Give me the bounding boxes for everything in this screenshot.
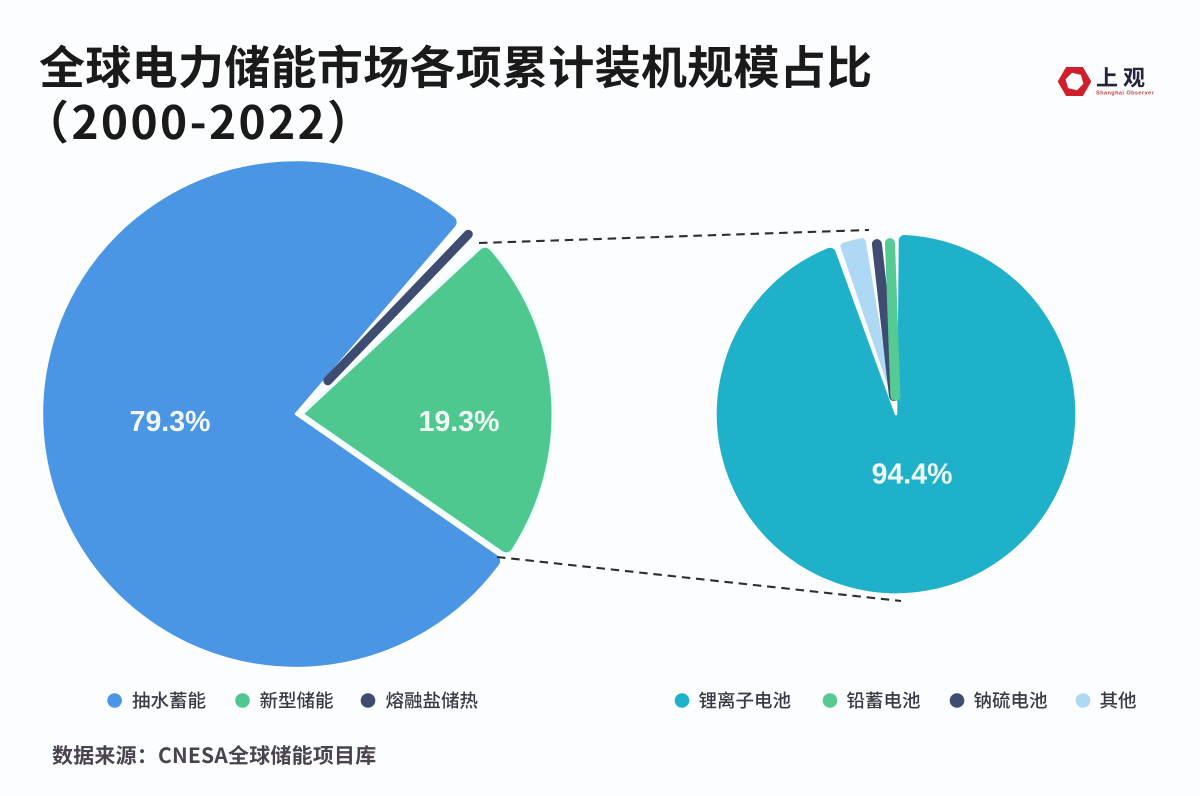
svg-text:79.3%: 79.3% [130,406,211,438]
svg-text:19.3%: 19.3% [419,406,500,438]
svg-text:Shanghai Observer: Shanghai Observer [1096,91,1155,97]
svg-text:94.4%: 94.4% [872,459,953,491]
